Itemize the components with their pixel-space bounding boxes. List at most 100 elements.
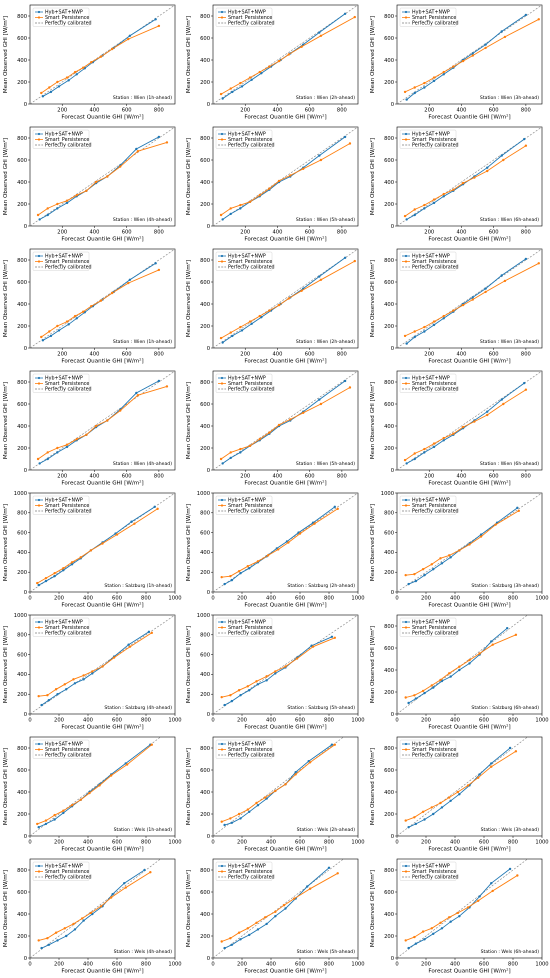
station-annotation: Station : Wien (4h-ahead) — [113, 461, 172, 467]
y-axis-label: Mean Observed GHI [W/m²] — [2, 626, 9, 703]
legend-box — [399, 7, 457, 27]
y-tick-label: 0 — [207, 712, 210, 718]
smart-persistence-data-point — [165, 141, 169, 144]
smart-persistence-data-point — [319, 158, 323, 162]
hyb-data-point — [82, 919, 85, 922]
x-tick-label: 1000 — [168, 718, 181, 724]
hyb-data-point — [248, 810, 251, 813]
y-axis-label: Mean Observed GHI [W/m²] — [185, 260, 192, 337]
station-annotation: Station : Wien (6h-ahead) — [480, 461, 539, 467]
hyb-data-point — [500, 274, 503, 277]
smart-persistence-data-point — [229, 693, 232, 697]
y-tick-label: 0 — [24, 468, 27, 474]
smart-persistence-data-point — [63, 927, 66, 930]
smart-persistence-data-point — [282, 904, 286, 907]
smart-persistence-data-point — [432, 442, 436, 445]
y-tick-label: 0 — [391, 590, 394, 596]
smart-persistence-data-point — [65, 320, 69, 323]
smart-persistence-data-point — [293, 897, 296, 900]
y-tick-label: 600 — [384, 36, 394, 42]
legend-label: Hyb+SAT+NWP — [412, 620, 450, 626]
legend-label: Hyb+SAT+NWP — [45, 620, 83, 626]
station-annotation: Station : Wien (6h-ahead) — [480, 217, 539, 223]
hyb-data-point — [37, 583, 40, 587]
perfect-calibration-line — [212, 858, 344, 959]
legend-label: Hyb+SAT+NWP — [228, 376, 266, 382]
legend-label: Perfectly calibrated — [45, 875, 92, 881]
smart-persistence-data-point — [274, 789, 277, 793]
station-annotation: Station : Salzburg (1h-ahead) — [104, 583, 172, 589]
x-tick-label: 800 — [521, 230, 531, 236]
hyb-data-point — [65, 445, 69, 449]
smart-persistence-data-point — [65, 199, 69, 202]
legend-marker — [37, 376, 41, 380]
smart-persistence-data-point — [319, 402, 323, 406]
smart-persistence-data-point — [149, 871, 152, 874]
smart-persistence-data-point — [65, 443, 69, 446]
x-tick-label: 200 — [424, 108, 434, 114]
smart-persistence-data-point — [229, 937, 232, 940]
hyb-data-point — [221, 462, 224, 465]
calibration-chart: 200 400 600 800 0 200 400 600 800 Forecast Quanti… — [185, 4, 359, 121]
smart-persistence-data-point — [36, 822, 39, 826]
hyb-data-point — [256, 928, 260, 931]
smart-persistence-data-point — [404, 696, 407, 699]
smart-persistence-data-point — [403, 334, 407, 338]
x-tick-label: 1000 — [535, 962, 548, 968]
hyb-data-point — [407, 582, 410, 586]
legend-marker — [404, 138, 408, 141]
x-tick-label: 400 — [89, 108, 99, 114]
hyb-data-point — [490, 882, 493, 885]
x-tick-label: 200 — [240, 352, 250, 358]
legend-box — [399, 739, 457, 759]
x-tick-label: 600 — [489, 474, 499, 480]
y-tick-label: 600 — [200, 158, 210, 164]
hyb-data-point — [333, 505, 336, 509]
smart-persistence-data-point — [448, 554, 451, 557]
hyb-data-point — [442, 439, 445, 442]
hyb-data-point — [318, 398, 321, 401]
station-annotation: Station : Wien (2h-ahead) — [296, 339, 355, 345]
x-tick-label: 800 — [508, 596, 518, 602]
y-tick-label: 200 — [17, 812, 27, 818]
legend-label: Hyb+SAT+NWP — [45, 742, 83, 748]
hyb-data-point — [40, 703, 43, 707]
smart-persistence-data-point — [258, 194, 261, 197]
legend-marker — [37, 864, 41, 868]
smart-persistence-data-point — [246, 927, 249, 930]
legend-label: Perfectly calibrated — [45, 387, 92, 393]
legend-label: Hyb+SAT+NWP — [412, 376, 450, 382]
smart-persistence-data-point — [46, 937, 49, 940]
y-tick-label: 800 — [384, 14, 394, 20]
perfect-calibration-line — [29, 614, 176, 715]
x-tick-label: 200 — [421, 596, 431, 602]
hyb-data-point — [432, 79, 436, 83]
smart-persistence-data-point — [284, 665, 287, 668]
y-tick-label: 600 — [200, 530, 210, 536]
calibration-chart: 200 400 600 800 0 200 400 600 800 Forecast Quanti… — [2, 4, 176, 121]
x-axis-label: Forecast Quantile GHI [W/m²] — [428, 968, 510, 975]
smart-persistence-data-point — [421, 689, 425, 693]
smart-persistence-data-point — [333, 743, 336, 746]
legend-label: Smart_Persistence — [412, 747, 456, 753]
legend-label: Smart_Persistence — [412, 503, 456, 509]
smart-persistence-data-point — [36, 581, 39, 585]
hyb-data-point — [265, 922, 268, 926]
x-tick-label: 0 — [28, 596, 31, 602]
calibration-panel: 0 200 400 600 800 1000 0 200 400 600 800 1000 Foreca… — [0, 488, 183, 610]
legend-marker — [404, 620, 408, 624]
y-tick-label: 800 — [200, 511, 210, 517]
calibration-panel: 200 400 600 800 0 200 400 600 800 Forecast Quanti… — [0, 244, 183, 366]
smart-persistence-data-point — [477, 776, 480, 779]
smart-persistence-data-point — [466, 906, 470, 909]
hyb-data-point — [432, 812, 435, 816]
hyb-data-point — [414, 822, 418, 826]
legend-label: Smart_Persistence — [45, 15, 89, 21]
smart-persistence-data-point — [136, 150, 140, 153]
x-tick-label: 400 — [83, 718, 93, 724]
smart-persistence-data-point — [237, 812, 241, 816]
legend-label: Smart_Persistence — [412, 381, 456, 387]
x-tick-label: 600 — [489, 108, 499, 114]
y-tick-label: 400 — [17, 58, 27, 64]
